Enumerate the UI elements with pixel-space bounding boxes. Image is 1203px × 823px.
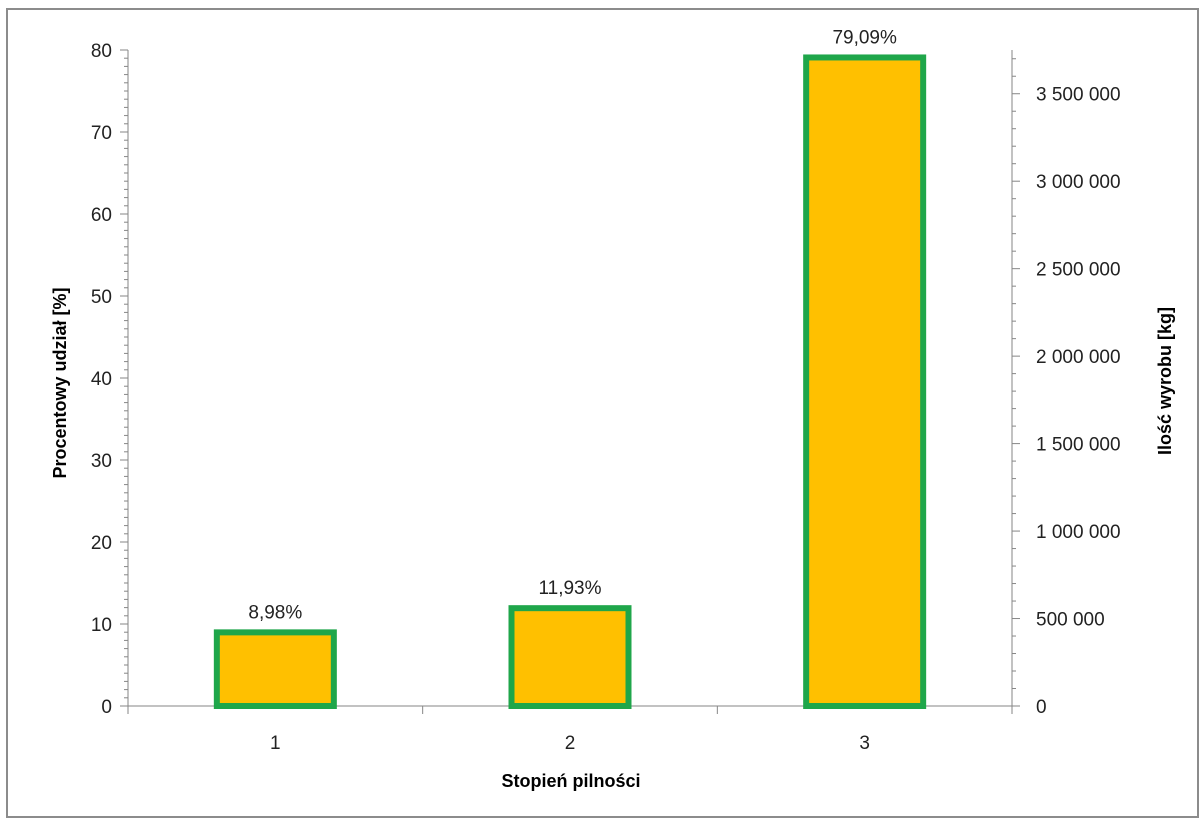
bars bbox=[213, 54, 927, 710]
y2-tick-label: 2 500 000 bbox=[1036, 260, 1121, 281]
y2-tick-label: 0 bbox=[1036, 697, 1047, 718]
y2-tick-label: 2 000 000 bbox=[1036, 347, 1121, 368]
data-label: 79,09% bbox=[832, 27, 897, 48]
y-tick-label: 60 bbox=[91, 205, 112, 226]
y2-tick-label: 3 000 000 bbox=[1036, 172, 1121, 193]
data-label: 8,98% bbox=[248, 602, 302, 623]
data-label: 11,93% bbox=[538, 578, 601, 599]
labels: 8,98% 11,93% 79,09% bbox=[248, 27, 897, 623]
y-tick-label: 20 bbox=[91, 533, 112, 554]
bar bbox=[803, 54, 927, 710]
y2-tick-label: 1 000 000 bbox=[1036, 522, 1121, 543]
y-tick-label: 40 bbox=[91, 369, 112, 390]
axes: 0 10 20 30 40 50 60 70 80 0 500 000 1 000 000 1 500 … bbox=[91, 41, 1121, 754]
y-tick-label: 10 bbox=[91, 615, 112, 636]
bar bbox=[508, 605, 632, 710]
y-axis-title: Procentowy udział [%] bbox=[50, 287, 70, 478]
x-tick-label: 3 bbox=[859, 733, 870, 754]
bar bbox=[213, 629, 337, 710]
y2-tick-label: 1 500 000 bbox=[1036, 435, 1121, 456]
y-tick-label: 0 bbox=[101, 697, 112, 718]
x-axis-title: Stopień pilności bbox=[501, 771, 640, 791]
y-tick-label: 80 bbox=[91, 41, 112, 62]
y2-tick-label: 500 000 bbox=[1036, 610, 1105, 631]
x-tick-label: 2 bbox=[565, 733, 576, 754]
y-tick-label: 30 bbox=[91, 451, 112, 472]
y2-tick-label: 3 500 000 bbox=[1036, 85, 1121, 106]
y-tick-label: 50 bbox=[91, 287, 112, 308]
y-tick-label: 70 bbox=[91, 123, 112, 144]
y2-axis-title: Ilość wyrobu [kg] bbox=[1155, 307, 1175, 455]
x-tick-label: 1 bbox=[270, 733, 281, 754]
